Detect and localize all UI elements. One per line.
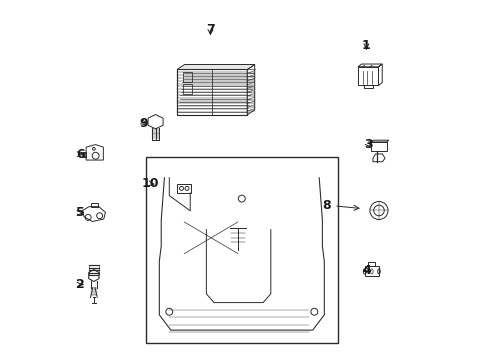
Bar xyxy=(363,85,372,88)
Bar xyxy=(177,184,191,193)
Text: 2: 2 xyxy=(76,278,84,291)
Bar xyxy=(182,72,191,82)
Text: 3: 3 xyxy=(363,138,372,150)
Text: 1: 1 xyxy=(361,39,370,52)
Text: 8: 8 xyxy=(322,199,358,212)
Text: 7: 7 xyxy=(205,23,214,36)
Text: 4: 4 xyxy=(361,264,370,277)
Text: 5: 5 xyxy=(76,207,84,220)
Bar xyxy=(367,262,375,266)
Bar xyxy=(145,157,337,343)
Text: 9: 9 xyxy=(140,117,148,130)
Polygon shape xyxy=(177,64,254,69)
Polygon shape xyxy=(247,64,254,115)
Text: 10: 10 xyxy=(141,177,159,190)
Text: 6: 6 xyxy=(76,148,84,161)
Bar xyxy=(182,84,191,94)
